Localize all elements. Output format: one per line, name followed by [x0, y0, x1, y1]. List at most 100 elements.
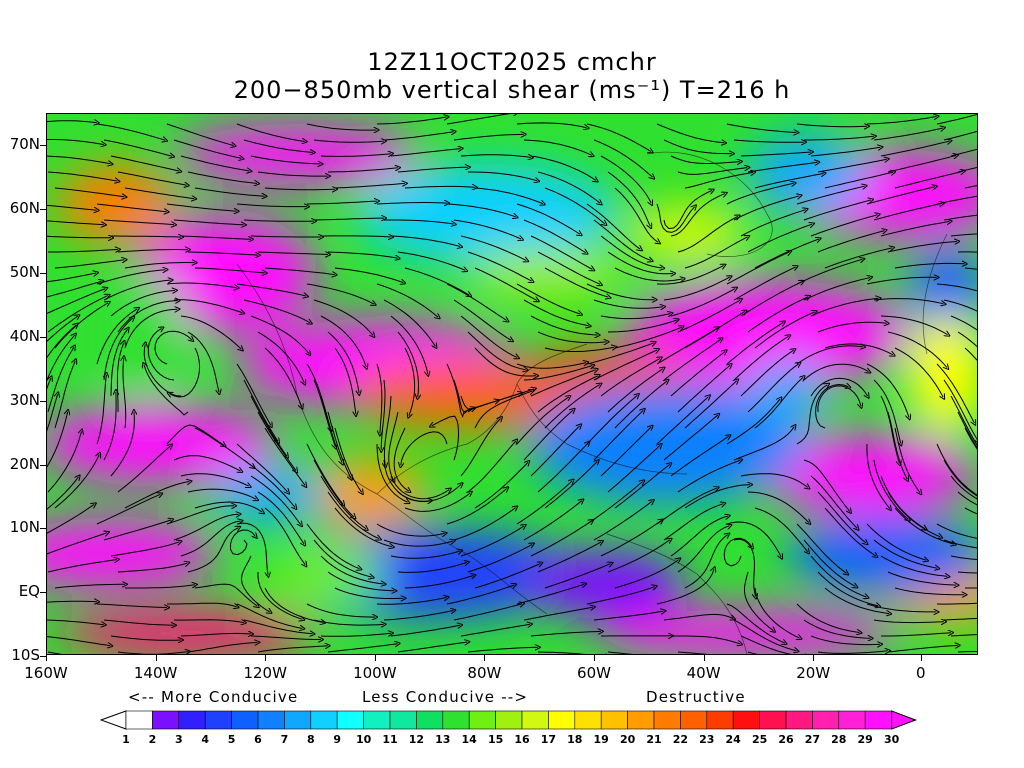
streamline — [880, 315, 948, 335]
streamline — [390, 625, 460, 637]
streamline — [817, 491, 866, 543]
streamline — [677, 651, 708, 654]
streamline — [586, 123, 651, 152]
streamline — [586, 203, 640, 249]
colorbar-segment — [521, 710, 549, 730]
streamline — [187, 171, 257, 183]
streamline — [523, 219, 586, 253]
streamline — [47, 236, 111, 238]
streamline — [376, 598, 447, 605]
colorbar-segment — [178, 710, 206, 730]
streamline — [446, 363, 473, 418]
streamline — [656, 328, 717, 365]
lon-label: 60W — [577, 664, 611, 682]
streamline — [936, 523, 977, 539]
streamline — [796, 186, 865, 205]
streamline — [537, 542, 601, 573]
colorbar-label: 27 — [804, 733, 821, 746]
streamline — [236, 363, 271, 425]
streamline — [313, 140, 384, 142]
streamline — [446, 585, 514, 605]
streamline — [740, 350, 794, 397]
streamline — [866, 187, 935, 205]
streamline — [607, 171, 650, 226]
streamline — [404, 493, 470, 512]
streamline — [313, 539, 372, 577]
streamline — [726, 603, 785, 643]
streamline — [47, 619, 104, 625]
streamline — [173, 299, 242, 313]
colorbar-label: 14 — [461, 733, 477, 746]
streamline — [600, 314, 670, 320]
streamline — [936, 602, 977, 605]
colorbar-segment — [600, 710, 628, 730]
colorbar-label: 20 — [619, 733, 636, 746]
streamline — [47, 504, 94, 534]
streamline — [530, 315, 598, 335]
streamline — [936, 283, 977, 292]
streamline — [804, 136, 874, 141]
streamline — [264, 587, 323, 622]
streamline — [390, 315, 428, 374]
streamline — [432, 415, 460, 461]
streamline — [384, 219, 454, 224]
streamline — [887, 156, 956, 173]
streamline — [754, 174, 824, 189]
lat-tick — [40, 656, 46, 658]
streamline — [894, 263, 965, 269]
streamline — [103, 392, 116, 461]
streamline — [236, 203, 307, 207]
streamline — [376, 203, 447, 205]
streamline — [873, 379, 901, 444]
streamline — [103, 619, 174, 625]
streamline — [48, 250, 118, 253]
streamline — [684, 535, 728, 589]
streamline — [474, 267, 537, 300]
streamline — [236, 123, 305, 141]
streamline — [47, 636, 110, 646]
streamline — [523, 607, 593, 621]
streamline — [381, 379, 386, 450]
streamline — [166, 424, 224, 445]
streamline — [530, 235, 593, 269]
streamline — [47, 601, 97, 604]
streamline — [460, 315, 517, 357]
chart-title: 12Z11OCT2025 cmchr — [367, 48, 657, 76]
lon-tick — [920, 655, 922, 661]
streamline — [474, 187, 543, 204]
colorbar-label: 15 — [487, 733, 504, 746]
streamline — [670, 516, 728, 557]
lon-label: 100W — [353, 664, 397, 682]
streamline — [124, 187, 194, 199]
streamline — [173, 455, 241, 471]
streamline — [96, 123, 165, 140]
streamline — [236, 522, 268, 575]
more-conducive-label: <-- More Conducive — [128, 688, 299, 706]
streamline — [397, 331, 419, 397]
streamline — [866, 363, 909, 417]
streamline — [663, 191, 712, 230]
streamline — [236, 283, 306, 296]
streamline — [257, 171, 328, 176]
streamline — [180, 521, 241, 557]
streamline — [957, 491, 977, 506]
streamlines — [47, 114, 977, 654]
colorbar — [100, 710, 918, 730]
streamline — [671, 635, 740, 644]
streamline — [965, 587, 977, 589]
streamline — [313, 379, 335, 447]
streamline — [747, 224, 812, 253]
streamline — [467, 331, 526, 370]
streamline — [796, 523, 847, 573]
streamline — [187, 528, 238, 573]
streamline — [180, 633, 251, 636]
streamline — [824, 172, 893, 189]
streamline — [733, 427, 794, 461]
streamline — [313, 299, 373, 336]
streamline — [677, 300, 740, 333]
streamline — [47, 204, 97, 210]
streamline — [810, 147, 880, 157]
streamline — [957, 251, 977, 253]
streamline — [726, 399, 780, 445]
streamline — [894, 427, 920, 493]
